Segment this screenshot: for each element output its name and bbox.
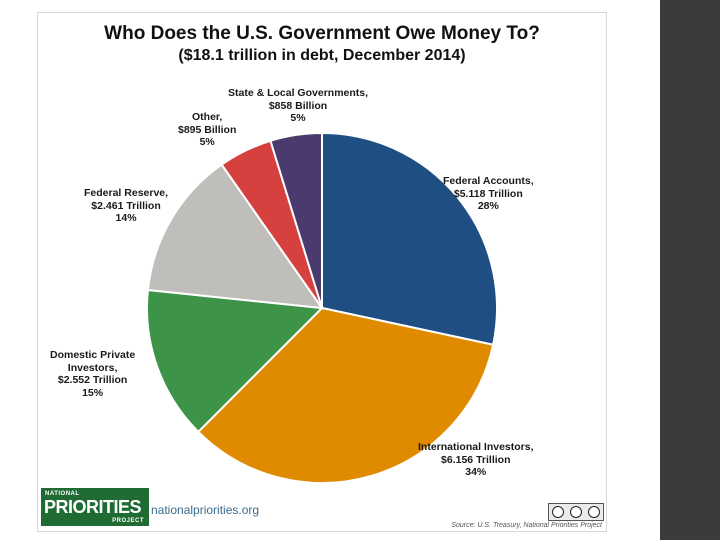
chart-figure: Who Does the U.S. Government Owe Money T…	[37, 12, 607, 532]
pie-slice-state-local-governments	[269, 131, 323, 309]
slice-label-domestic-private-investors: Domestic Private Investors, $2.552 Trill…	[50, 349, 136, 399]
cc-icon	[552, 506, 564, 518]
pie-slice-federal-accounts	[321, 131, 498, 346]
slice-label-international-investors: International Investors, $6.156 Trillion…	[418, 441, 534, 478]
sa-icon	[588, 506, 600, 518]
pie-slice-international-investors	[196, 306, 495, 484]
chart-title: Who Does the U.S. Government Owe Money T…	[104, 23, 540, 44]
pie-slice-federal-reserve	[146, 163, 325, 310]
slice-label-federal-reserve: Federal Reserve, $2.461 Trillion 14%	[84, 187, 169, 224]
slide-side-bar	[660, 0, 720, 540]
slice-label-state-local-governments: State & Local Governments, $858 Billion …	[228, 87, 369, 124]
chart-subtitle: ($18.1 trillion in debt, December 2014)	[178, 47, 466, 64]
source-url[interactable]: nationalpriorities.org	[151, 503, 260, 517]
slice-label-other: Other, $895 Billion 5%	[178, 111, 237, 148]
national-priorities-logo: NATIONAL PRIORITIES PROJECT	[41, 488, 149, 526]
pie-slice-domestic-private-investors	[146, 288, 325, 434]
by-icon	[570, 506, 582, 518]
source-note: Source: U.S. Treasury, National Prioriti…	[451, 522, 602, 529]
slice-label-federal-accounts: Federal Accounts, $5.118 Trillion 28%	[443, 175, 534, 212]
creative-commons-icon	[548, 503, 604, 521]
pie-chart	[146, 131, 498, 484]
